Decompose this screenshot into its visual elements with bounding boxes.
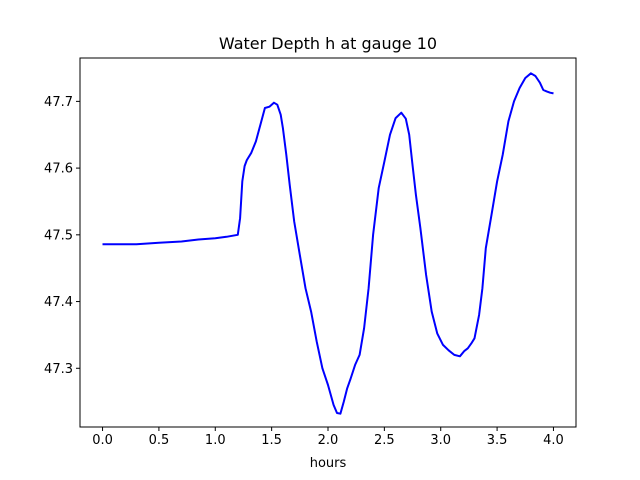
x-axis-label: hours (310, 456, 347, 471)
x-tick-label: 2.5 (374, 433, 395, 448)
plot-area (79, 57, 577, 428)
x-tick-label: 3.5 (487, 433, 508, 448)
y-tick-label: 47.7 (44, 95, 73, 110)
x-tick-label: 2.0 (318, 433, 339, 448)
y-tick-label: 47.4 (44, 295, 73, 310)
y-tick-label: 47.5 (44, 228, 73, 243)
x-tick-label: 1.5 (261, 433, 282, 448)
series-line-0 (102, 72, 554, 415)
y-tick-label: 47.6 (44, 162, 73, 177)
x-axis: 0.0 0.5 1.0 1.5 2.0 2.5 3.0 3.5 4.0 (92, 427, 564, 448)
x-tick-label: 0.0 (92, 433, 113, 448)
x-tick-label: 3.0 (430, 433, 451, 448)
x-tick-label: 1.0 (205, 433, 226, 448)
y-tick-label: 47.3 (44, 362, 73, 377)
chart-title: Water Depth h at gauge 10 (219, 34, 437, 53)
x-tick-label: 4.0 (543, 433, 564, 448)
y-axis: 47.3 47.4 47.5 47.6 47.7 (44, 95, 80, 377)
x-tick-label: 0.5 (149, 433, 170, 448)
